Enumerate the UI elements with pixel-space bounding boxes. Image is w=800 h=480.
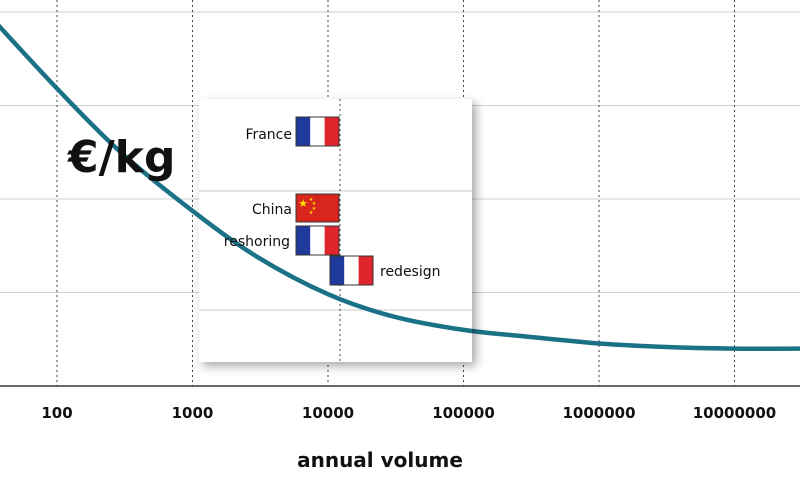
france-flag-redesign xyxy=(329,255,374,286)
x-tick-label-10000000: 10000000 xyxy=(693,404,777,422)
france-flag xyxy=(295,116,340,147)
svg-text:★: ★ xyxy=(298,197,308,210)
svg-text:★: ★ xyxy=(309,210,314,216)
inset-marker-redesign: redesign xyxy=(329,255,441,286)
inset-panel: France China ★ ★ ★ ★ ★ reshoring xyxy=(199,99,472,362)
x-tick-label-10000: 10000 xyxy=(302,404,354,422)
reshoring-label: reshoring xyxy=(224,234,290,250)
inset-marker-france: France xyxy=(245,116,340,147)
redesign-label: redesign xyxy=(380,264,441,280)
x-tick-label-100000: 100000 xyxy=(432,404,495,422)
svg-text:★: ★ xyxy=(309,197,314,203)
china-label: China xyxy=(252,202,292,218)
svg-text:★: ★ xyxy=(312,206,317,212)
x-axis-label: annual volume xyxy=(297,448,463,472)
x-tick-label-100: 100 xyxy=(41,404,72,422)
france-label: France xyxy=(245,127,292,143)
x-tick-labels: 100 1000 10000 100000 1000000 10000000 xyxy=(41,404,776,422)
inset-cost-curve xyxy=(199,213,472,334)
inset-marker-reshoring: reshoring xyxy=(224,225,340,256)
x-tick-label-1000: 1000 xyxy=(172,404,214,422)
china-flag: ★ ★ ★ ★ ★ xyxy=(295,193,340,223)
x-tick-label-1000000: 1000000 xyxy=(562,404,635,422)
france-flag-reshoring xyxy=(295,225,340,256)
inset-marker-china: China ★ ★ ★ ★ ★ xyxy=(252,193,340,223)
svg-text:★: ★ xyxy=(312,201,317,207)
y-axis-label: €/kg xyxy=(67,132,175,183)
